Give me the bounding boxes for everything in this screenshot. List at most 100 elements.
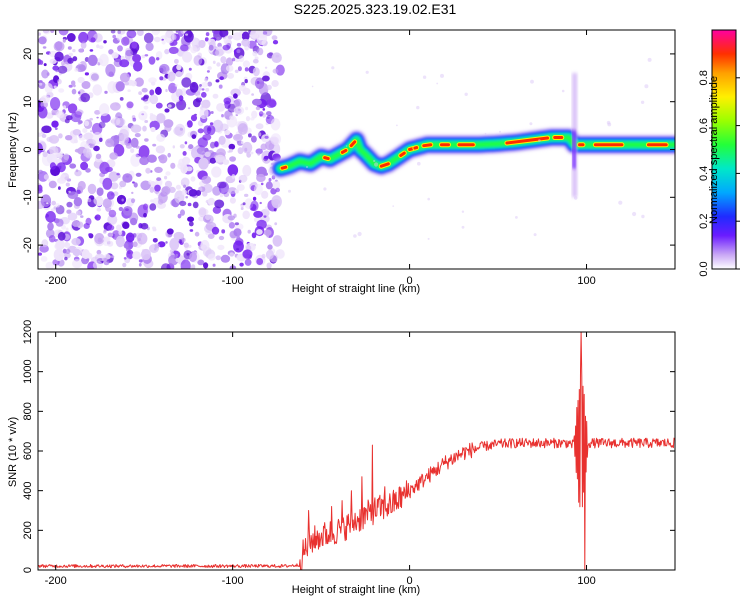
noise-blob [84,120,90,127]
noise-blob [77,180,86,191]
noise-blob [183,184,187,189]
noise-blob [260,143,267,151]
noise-blob [43,174,50,180]
faint-speckle [365,70,369,74]
faint-speckle [606,120,611,125]
noise-blob [228,143,236,150]
noise-blob [188,67,192,71]
faint-speckle [311,85,314,88]
noise-blob [249,184,252,186]
noise-blob [58,88,65,93]
noise-blob [270,118,281,131]
noise-blob [64,176,69,180]
noise-blob [49,162,57,170]
noise-blob [189,229,194,232]
noise-blob [80,92,90,103]
noise-blob [207,233,215,240]
noise-blob [42,46,47,49]
spectrogram-ytick-label: 0 [22,146,34,152]
noise-blob [182,51,193,63]
noise-blob [269,254,278,263]
noise-blob [168,254,179,266]
noise-blob [130,124,142,133]
noise-blob [263,155,269,160]
noise-blob [38,252,42,256]
noise-blob [116,224,122,231]
noise-blob [167,152,171,158]
snr-ytick-label: 600 [22,442,34,460]
noise-blob [185,33,189,36]
noise-blob [212,30,220,35]
noise-blob [259,201,262,205]
noise-blob [72,56,78,62]
noise-blob [159,65,167,73]
snr-ytick-label: 800 [22,402,34,420]
noise-blob [137,232,148,245]
faint-speckle [427,237,430,240]
snr-xtick-label: -200 [45,575,67,587]
noise-blob [98,121,106,129]
noise-blob [240,207,244,211]
noise-blob [58,186,61,190]
noise-blob [148,56,156,65]
noise-blob [131,198,135,204]
faint-speckle [632,211,637,217]
noise-blob [38,81,46,90]
faint-speckle [618,200,623,205]
noise-blob [201,91,207,98]
noise-blob [57,65,68,74]
faint-speckle [331,66,335,70]
noise-blob [65,182,70,187]
snr-series-line [38,332,675,570]
noise-blob [45,112,54,119]
noise-blob [68,190,71,193]
colorbar-tick-label: 0.2 [698,214,710,229]
snr-ytick-label: 1200 [22,320,34,344]
noise-blob [164,30,175,44]
noise-blob [205,214,211,221]
faint-speckle [436,82,439,85]
noise-blob [252,58,259,64]
noise-blob [221,229,226,234]
noise-blob [64,242,71,249]
ridge-hot-core [280,165,288,170]
snr-ytick-label: 400 [22,481,34,499]
noise-blob [150,199,154,203]
noise-blob [195,97,203,103]
noise-blob [204,37,209,42]
noise-blob [76,210,81,216]
noise-blob [204,151,211,158]
noise-blob [261,253,266,259]
noise-blob [205,32,210,37]
noise-blob [214,141,219,148]
noise-blob [215,48,224,57]
noise-blob [154,166,163,173]
noise-blob [219,30,229,38]
colorbar-tick-label: 0.6 [698,118,710,133]
noise-blob [57,78,62,85]
colorbar: 0.0 0.2 0.4 0.6 0.8 Normalized spectral ampl… [698,29,740,277]
noise-blob [244,67,249,72]
noise-blob [41,125,52,134]
noise-blob [40,256,48,262]
noise-blob [257,152,261,156]
noise-blob [233,93,238,99]
faint-speckle [353,234,357,238]
spectrogram-ridge [270,57,675,240]
noise-blob [108,209,117,218]
noise-blob [242,202,246,206]
noise-blob [73,197,83,207]
noise-blob [262,31,268,35]
noise-blob [217,244,225,251]
noise-blob [123,242,129,249]
faint-speckle [416,105,420,110]
snr-ytick-label: 0 [22,567,34,573]
noise-blob [210,141,216,149]
noise-blob [105,138,115,148]
noise-blob [266,262,272,269]
noise-blob [81,81,91,89]
noise-blob [97,237,102,243]
noise-blob [73,139,78,144]
